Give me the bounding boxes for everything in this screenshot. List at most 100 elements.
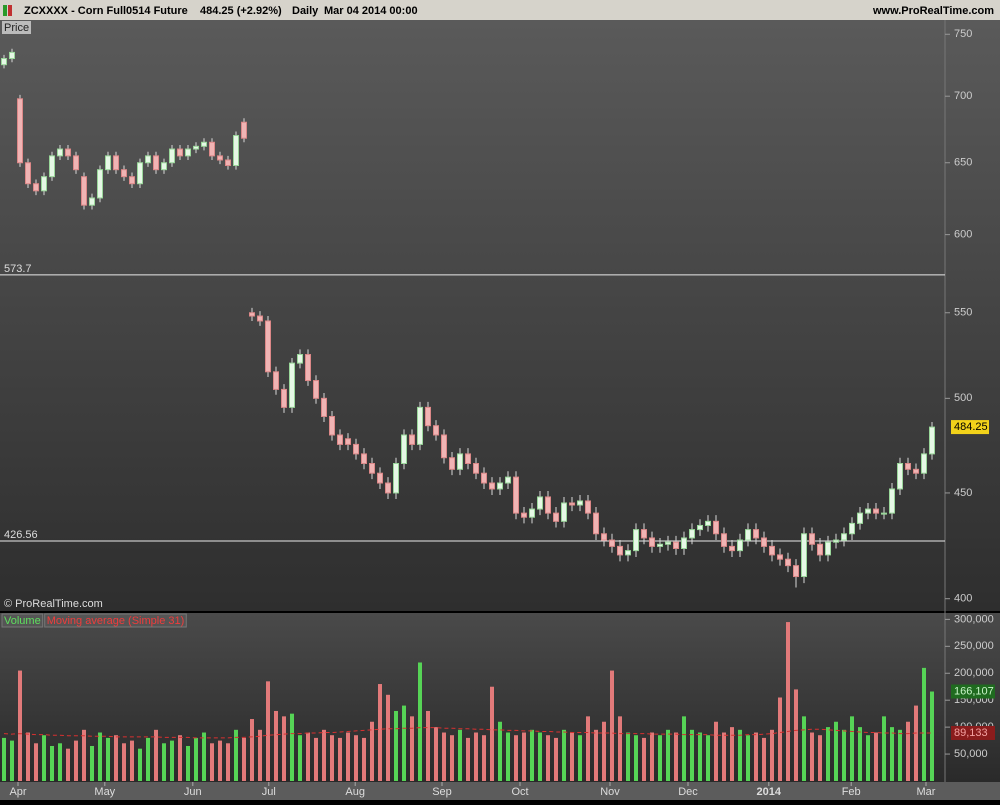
candle-body <box>825 541 831 556</box>
candle-body <box>1 58 7 66</box>
volume-bar <box>226 743 230 781</box>
candle-body <box>313 380 319 399</box>
volume-bar <box>810 732 814 781</box>
volume-bar <box>546 735 550 781</box>
y-tick-label: 300,000 <box>954 613 994 625</box>
candle-body <box>833 539 839 543</box>
volume-bar <box>570 732 574 781</box>
y-tick-label: 500 <box>954 392 972 404</box>
volume-bar <box>762 737 766 781</box>
candle-body <box>81 176 87 206</box>
volume-bar <box>618 716 622 781</box>
x-tick-label: Aug <box>345 786 365 798</box>
period: Daily <box>292 5 319 17</box>
moving-average <box>3 727 933 739</box>
legend-label: Moving average (Simple 31) <box>47 615 185 627</box>
x-tick-label: Dec <box>678 786 698 798</box>
volume-bar <box>866 735 870 781</box>
candle-body <box>505 476 511 484</box>
volume-bar <box>146 737 150 781</box>
candle-body <box>105 155 111 171</box>
volume-bar <box>802 716 806 781</box>
volume-bar <box>50 745 54 781</box>
volume-bar <box>482 735 486 781</box>
candle-body <box>689 529 695 539</box>
volume-bar <box>490 686 494 781</box>
volume-bar <box>306 732 310 781</box>
candle-body <box>721 533 727 547</box>
candle-body <box>745 529 751 541</box>
x-axis-bar <box>0 782 1000 800</box>
y-tick-label: 450 <box>954 487 972 499</box>
candle-body <box>305 354 311 382</box>
candle-body <box>905 462 911 470</box>
x-tick-label: 2014 <box>757 786 782 798</box>
volume-bar <box>58 743 62 781</box>
volume-bar <box>506 732 510 781</box>
y-tick-label: 50,000 <box>954 748 988 760</box>
volume-bar <box>394 710 398 781</box>
volume-bar <box>610 670 614 781</box>
candle-body <box>265 320 271 373</box>
volume-bar <box>474 732 478 781</box>
volume-bar <box>586 716 590 781</box>
candle-body <box>33 183 39 192</box>
candle-body <box>25 162 31 185</box>
current-price: 484.25 <box>954 421 988 433</box>
volume-bar <box>418 662 422 781</box>
price-panel <box>0 20 1000 611</box>
volume-bar <box>714 721 718 781</box>
candle-body <box>497 482 503 490</box>
volume-bar <box>186 745 190 781</box>
volume-bar <box>402 705 406 781</box>
volume-bar <box>666 729 670 781</box>
volume-bar <box>842 729 846 781</box>
candle-body <box>457 453 463 470</box>
candle-body <box>609 539 615 547</box>
candle-body <box>161 162 167 171</box>
candle-body <box>697 524 703 531</box>
volume-bar <box>538 732 542 781</box>
candle-body <box>865 508 871 514</box>
volume-bar <box>658 735 662 781</box>
x-tick-label: Mar <box>917 786 936 798</box>
candle-body <box>185 148 191 157</box>
icon <box>3 5 7 16</box>
candle-body <box>913 468 919 474</box>
volume-bar <box>890 727 894 781</box>
volume-bar <box>930 691 934 781</box>
candle-body <box>529 508 535 518</box>
candle-body <box>881 512 887 515</box>
volume-bar <box>210 743 214 781</box>
volume-bar <box>258 729 262 781</box>
volume-bar <box>130 740 134 781</box>
volume-bar <box>426 710 430 781</box>
volume-bar <box>362 737 366 781</box>
candle-body <box>409 434 415 445</box>
candle-body <box>793 565 799 578</box>
volume-bar <box>874 732 878 781</box>
x-tick-label: Sep <box>432 786 452 798</box>
volume-bar <box>218 740 222 781</box>
volume-bar <box>730 727 734 781</box>
candle-body <box>201 141 207 147</box>
candle-body <box>417 406 423 445</box>
current-value: 89,133 <box>954 727 988 739</box>
volume-bar <box>674 732 678 781</box>
volume-bar <box>274 710 278 781</box>
volume-bar <box>42 735 46 781</box>
volume-bar <box>634 735 638 781</box>
y-tick-label: 750 <box>954 28 972 40</box>
candle-body <box>209 141 215 157</box>
candle-body <box>873 508 879 514</box>
candle-body <box>129 176 135 185</box>
volume-bar <box>242 737 246 781</box>
header-bar <box>0 0 1000 20</box>
candle-body <box>89 197 95 206</box>
volume-bar <box>602 721 606 781</box>
volume-bar <box>690 729 694 781</box>
candle-body <box>401 434 407 464</box>
candle-body <box>521 512 527 518</box>
site: www.ProRealTime.com <box>872 5 994 17</box>
h-line-label: 573.7 <box>4 263 32 275</box>
